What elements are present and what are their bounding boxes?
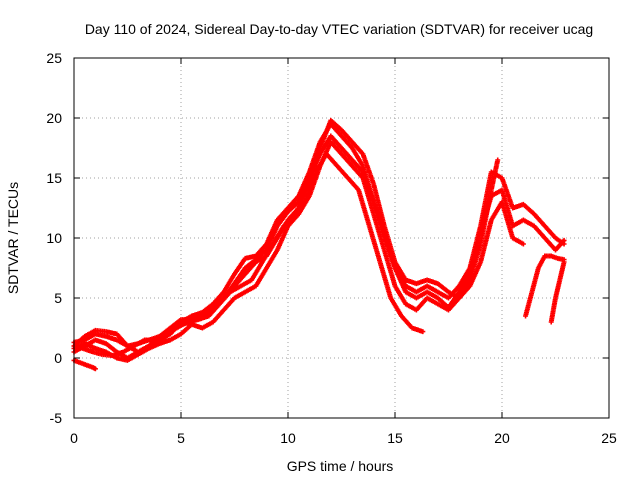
x-tick-label: 0	[70, 430, 78, 446]
grid-lines	[74, 58, 609, 418]
x-tick-label: 20	[494, 430, 510, 446]
data-points	[71, 117, 567, 372]
series-trace-4	[71, 139, 526, 363]
data-point	[561, 259, 567, 265]
x-tick-label: 5	[177, 430, 185, 446]
y-tick-label: 25	[46, 50, 62, 66]
series-trace-8	[548, 259, 567, 325]
data-point	[420, 329, 426, 335]
series-trace-7	[523, 253, 567, 319]
series-trace-5	[71, 151, 426, 359]
y-axis-label: SDTVAR / TECUs	[5, 182, 21, 294]
y-tick-label: 10	[46, 230, 62, 246]
series-trace-6	[71, 357, 98, 372]
x-tick-label: 10	[280, 430, 296, 446]
y-tick-label: 20	[46, 110, 62, 126]
x-tick-label: 15	[387, 430, 403, 446]
x-tick-label: 25	[601, 430, 617, 446]
y-tick-label: 5	[54, 290, 62, 306]
data-point	[520, 241, 526, 247]
chart-title: Day 110 of 2024, Sidereal Day-to-day VTE…	[85, 21, 593, 37]
data-point	[92, 366, 98, 372]
y-tick-label: 0	[54, 350, 62, 366]
data-point	[561, 237, 567, 243]
y-tick-label: -5	[50, 410, 63, 426]
y-tick-label: 15	[46, 170, 62, 186]
x-axis-label: GPS time / hours	[287, 458, 394, 474]
axis-ticks: 0 5 10 15 20 25 -5 0 5 10 15 20 25	[46, 50, 617, 446]
data-point	[495, 157, 501, 163]
